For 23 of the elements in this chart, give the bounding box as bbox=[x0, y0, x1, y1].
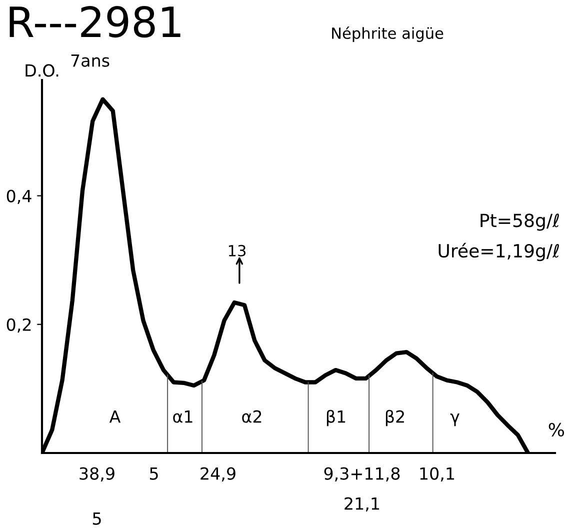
x-axis-title: % bbox=[548, 422, 564, 436]
y-tick-label: 0,2 bbox=[6, 318, 31, 333]
y-axis-title: D.O. bbox=[26, 64, 58, 77]
text: 10,1 bbox=[420, 467, 454, 482]
chart-title: R---2981 bbox=[10, 6, 180, 38]
annotation: A bbox=[109, 410, 121, 423]
annotation: β2 bbox=[386, 410, 404, 426]
annotation: Pt=58g/ℓ bbox=[480, 214, 559, 231]
text: 24,9 bbox=[200, 467, 236, 482]
text: 5 bbox=[150, 467, 158, 480]
text: 7ans bbox=[71, 54, 110, 67]
text: 5 bbox=[92, 512, 101, 525]
text: 38,9 bbox=[80, 467, 114, 482]
chart-subtitle: Néphrite aigüe bbox=[332, 26, 444, 42]
annotation: α2 bbox=[242, 410, 262, 423]
annotation: α1 bbox=[173, 410, 192, 423]
text: 9,3+11,8 bbox=[324, 467, 400, 482]
annotation: β1 bbox=[326, 410, 346, 426]
y-tick-label: 0,4 bbox=[6, 190, 32, 204]
text: 21,1 bbox=[344, 497, 380, 512]
annotation: 13 bbox=[228, 244, 246, 256]
annotation: γ bbox=[450, 413, 460, 426]
annotation: Urée=1,19g/ℓ bbox=[438, 242, 559, 262]
